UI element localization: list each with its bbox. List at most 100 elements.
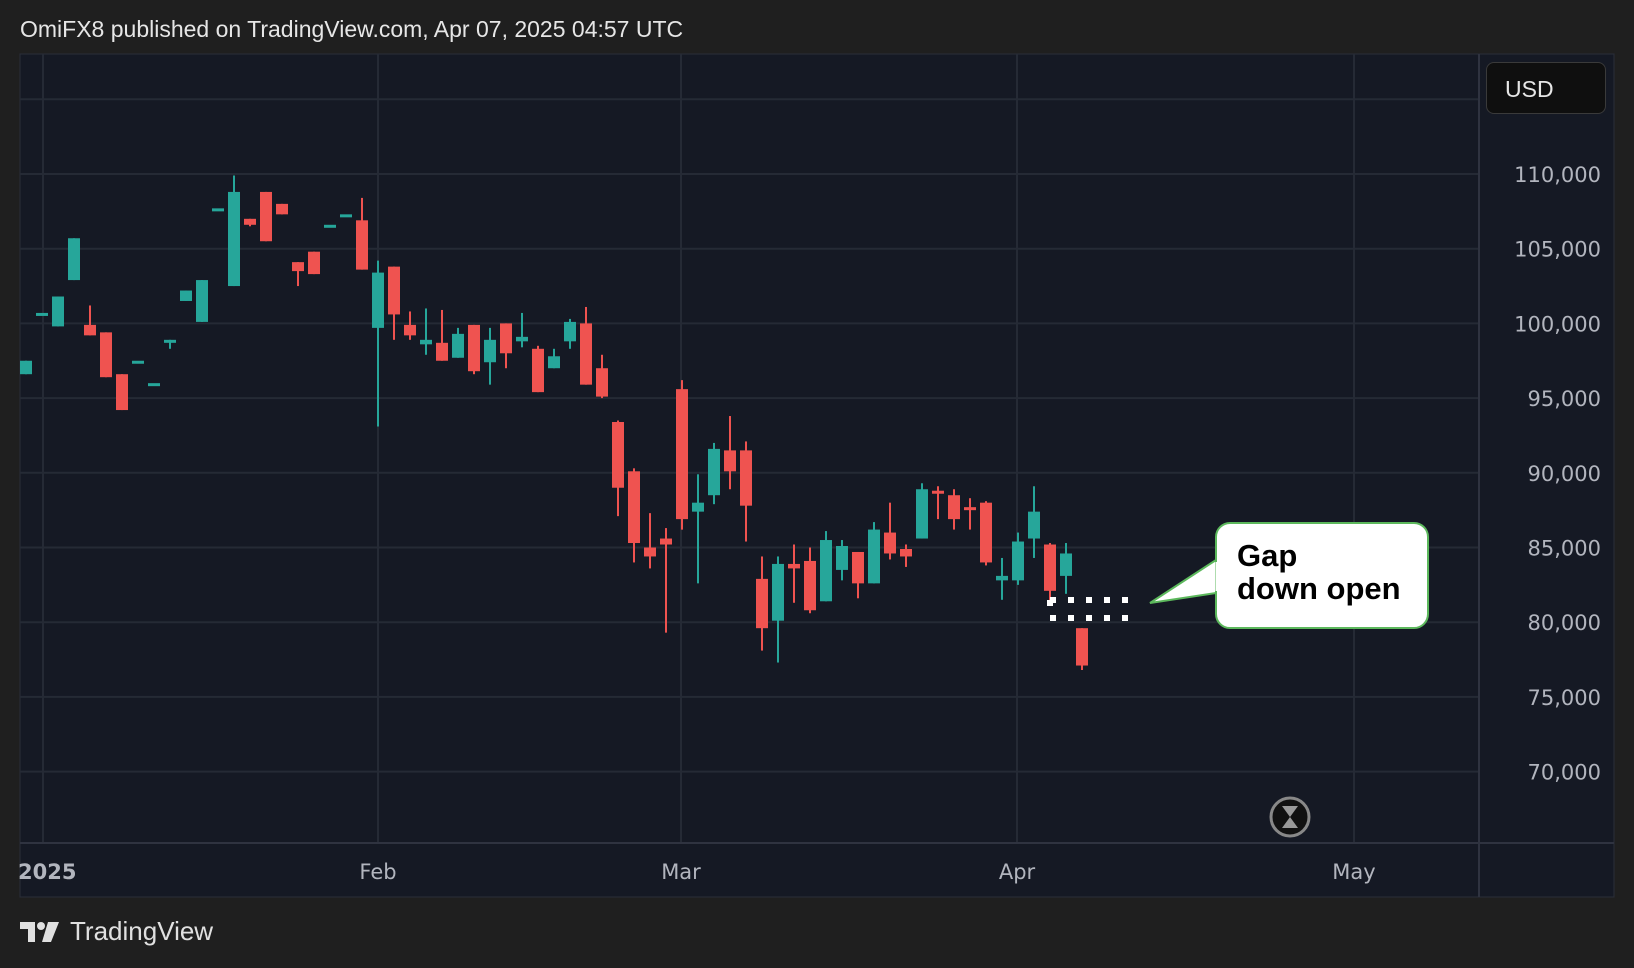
candle-body[interactable]: [868, 529, 880, 584]
candle-body[interactable]: [948, 495, 960, 520]
candle-body[interactable]: [516, 336, 528, 342]
candle-body[interactable]: [20, 360, 32, 375]
candle-body[interactable]: [196, 280, 208, 322]
candle-body[interactable]: [68, 238, 80, 281]
candle-body[interactable]: [132, 360, 144, 364]
candle-body[interactable]: [388, 266, 400, 315]
gap-marker-dot: [1122, 615, 1128, 621]
candle-body[interactable]: [420, 339, 432, 345]
publish-header: OmiFX8 published on TradingView.com, Apr…: [20, 16, 684, 42]
annotation-text: Gap down open: [1237, 538, 1401, 606]
candle-body[interactable]: [436, 342, 448, 361]
candle-body[interactable]: [100, 332, 112, 378]
gap-marker-dot: [1086, 615, 1092, 621]
candle-body[interactable]: [468, 324, 480, 372]
time-tick-label: Feb: [359, 860, 396, 884]
candle-body[interactable]: [484, 339, 496, 363]
price-tick-label: 100,000: [1514, 312, 1601, 336]
candle-body[interactable]: [148, 383, 160, 387]
candle-body[interactable]: [356, 220, 368, 270]
candle-body[interactable]: [660, 538, 672, 545]
price-tick-label: 110,000: [1514, 163, 1601, 187]
candles: [20, 175, 1088, 671]
price-tick-label: 75,000: [1528, 686, 1601, 710]
candle-body[interactable]: [292, 262, 304, 272]
candle-body[interactable]: [724, 450, 736, 472]
candle-body[interactable]: [228, 191, 240, 287]
candle-body[interactable]: [804, 560, 816, 611]
candle-body[interactable]: [964, 507, 976, 511]
candle-body[interactable]: [500, 323, 512, 354]
currency-button[interactable]: USD: [1486, 62, 1606, 114]
chart-pane: [19, 53, 1615, 898]
price-tick-label: 90,000: [1528, 462, 1601, 486]
candle-body[interactable]: [756, 578, 768, 629]
candle-body[interactable]: [772, 563, 784, 621]
price-tick-label: 105,000: [1514, 238, 1601, 262]
candle-body[interactable]: [180, 290, 192, 301]
candle-body[interactable]: [212, 208, 224, 212]
candle-body[interactable]: [308, 251, 320, 275]
gap-marker-dot: [1104, 597, 1110, 603]
tradingview-logo-icon: [20, 921, 59, 942]
candle-body[interactable]: [788, 563, 800, 569]
candle-body[interactable]: [372, 272, 384, 328]
candle-body[interactable]: [852, 551, 864, 584]
candle-body[interactable]: [1012, 541, 1024, 581]
candle-body[interactable]: [116, 374, 128, 411]
candle-body[interactable]: [404, 324, 416, 336]
candle-body[interactable]: [340, 214, 352, 218]
candle-body[interactable]: [244, 218, 256, 225]
time-tick-label: Mar: [661, 860, 701, 884]
price-axis[interactable]: 70,000 75,000 80,000 85,000 90,000 95,000 100,…: [1514, 163, 1601, 785]
candle-body[interactable]: [596, 368, 608, 397]
candle-body[interactable]: [644, 547, 656, 557]
candle-body[interactable]: [692, 502, 704, 512]
candle-body[interactable]: [980, 502, 992, 563]
price-tick-label: 80,000: [1528, 611, 1601, 635]
footer-brand[interactable]: TradingView: [20, 916, 213, 947]
gap-marker-dot: [1122, 597, 1128, 603]
candle-body[interactable]: [676, 389, 688, 520]
gap-marker-dot: [1086, 597, 1092, 603]
gap-marker-dot: [1068, 597, 1074, 603]
candle-body[interactable]: [1028, 511, 1040, 539]
gap-dotted-lines: [1047, 597, 1128, 621]
candle-body[interactable]: [1060, 553, 1072, 576]
gap-marker-dot: [1104, 615, 1110, 621]
time-axis[interactable]: 2025 Feb Mar Apr May: [18, 860, 1376, 884]
candle-body[interactable]: [612, 422, 624, 488]
candle-body[interactable]: [900, 548, 912, 557]
candle-body[interactable]: [1044, 544, 1056, 591]
candle-body[interactable]: [452, 333, 464, 358]
candle-body[interactable]: [324, 224, 336, 228]
candle-body[interactable]: [164, 339, 176, 343]
candle-body[interactable]: [740, 450, 752, 506]
candle-body[interactable]: [36, 312, 48, 316]
candle-body[interactable]: [628, 471, 640, 544]
candle-body[interactable]: [1076, 628, 1088, 666]
price-tick-label: 95,000: [1528, 387, 1601, 411]
candle-body[interactable]: [84, 324, 96, 336]
candle-body[interactable]: [916, 489, 928, 539]
candle-body[interactable]: [548, 356, 560, 369]
time-tick-label: May: [1332, 860, 1375, 884]
brand-name: TradingView: [70, 916, 214, 946]
gap-marker-dot: [1047, 600, 1053, 606]
hourglass-icon[interactable]: [1269, 796, 1311, 838]
candle-body[interactable]: [884, 532, 896, 554]
candle-body[interactable]: [564, 321, 576, 342]
candle-body[interactable]: [932, 490, 944, 494]
candle-body[interactable]: [276, 203, 288, 215]
candle-body[interactable]: [996, 575, 1008, 581]
candle-body[interactable]: [708, 448, 720, 496]
candle-body[interactable]: [260, 191, 272, 242]
candle-body[interactable]: [820, 540, 832, 602]
candle-body[interactable]: [836, 546, 848, 570]
candle-body[interactable]: [532, 348, 544, 393]
candle-body[interactable]: [580, 323, 592, 385]
candle-body[interactable]: [52, 296, 64, 327]
callout-pointer: [1149, 559, 1217, 604]
price-tick-label: 85,000: [1528, 537, 1601, 561]
